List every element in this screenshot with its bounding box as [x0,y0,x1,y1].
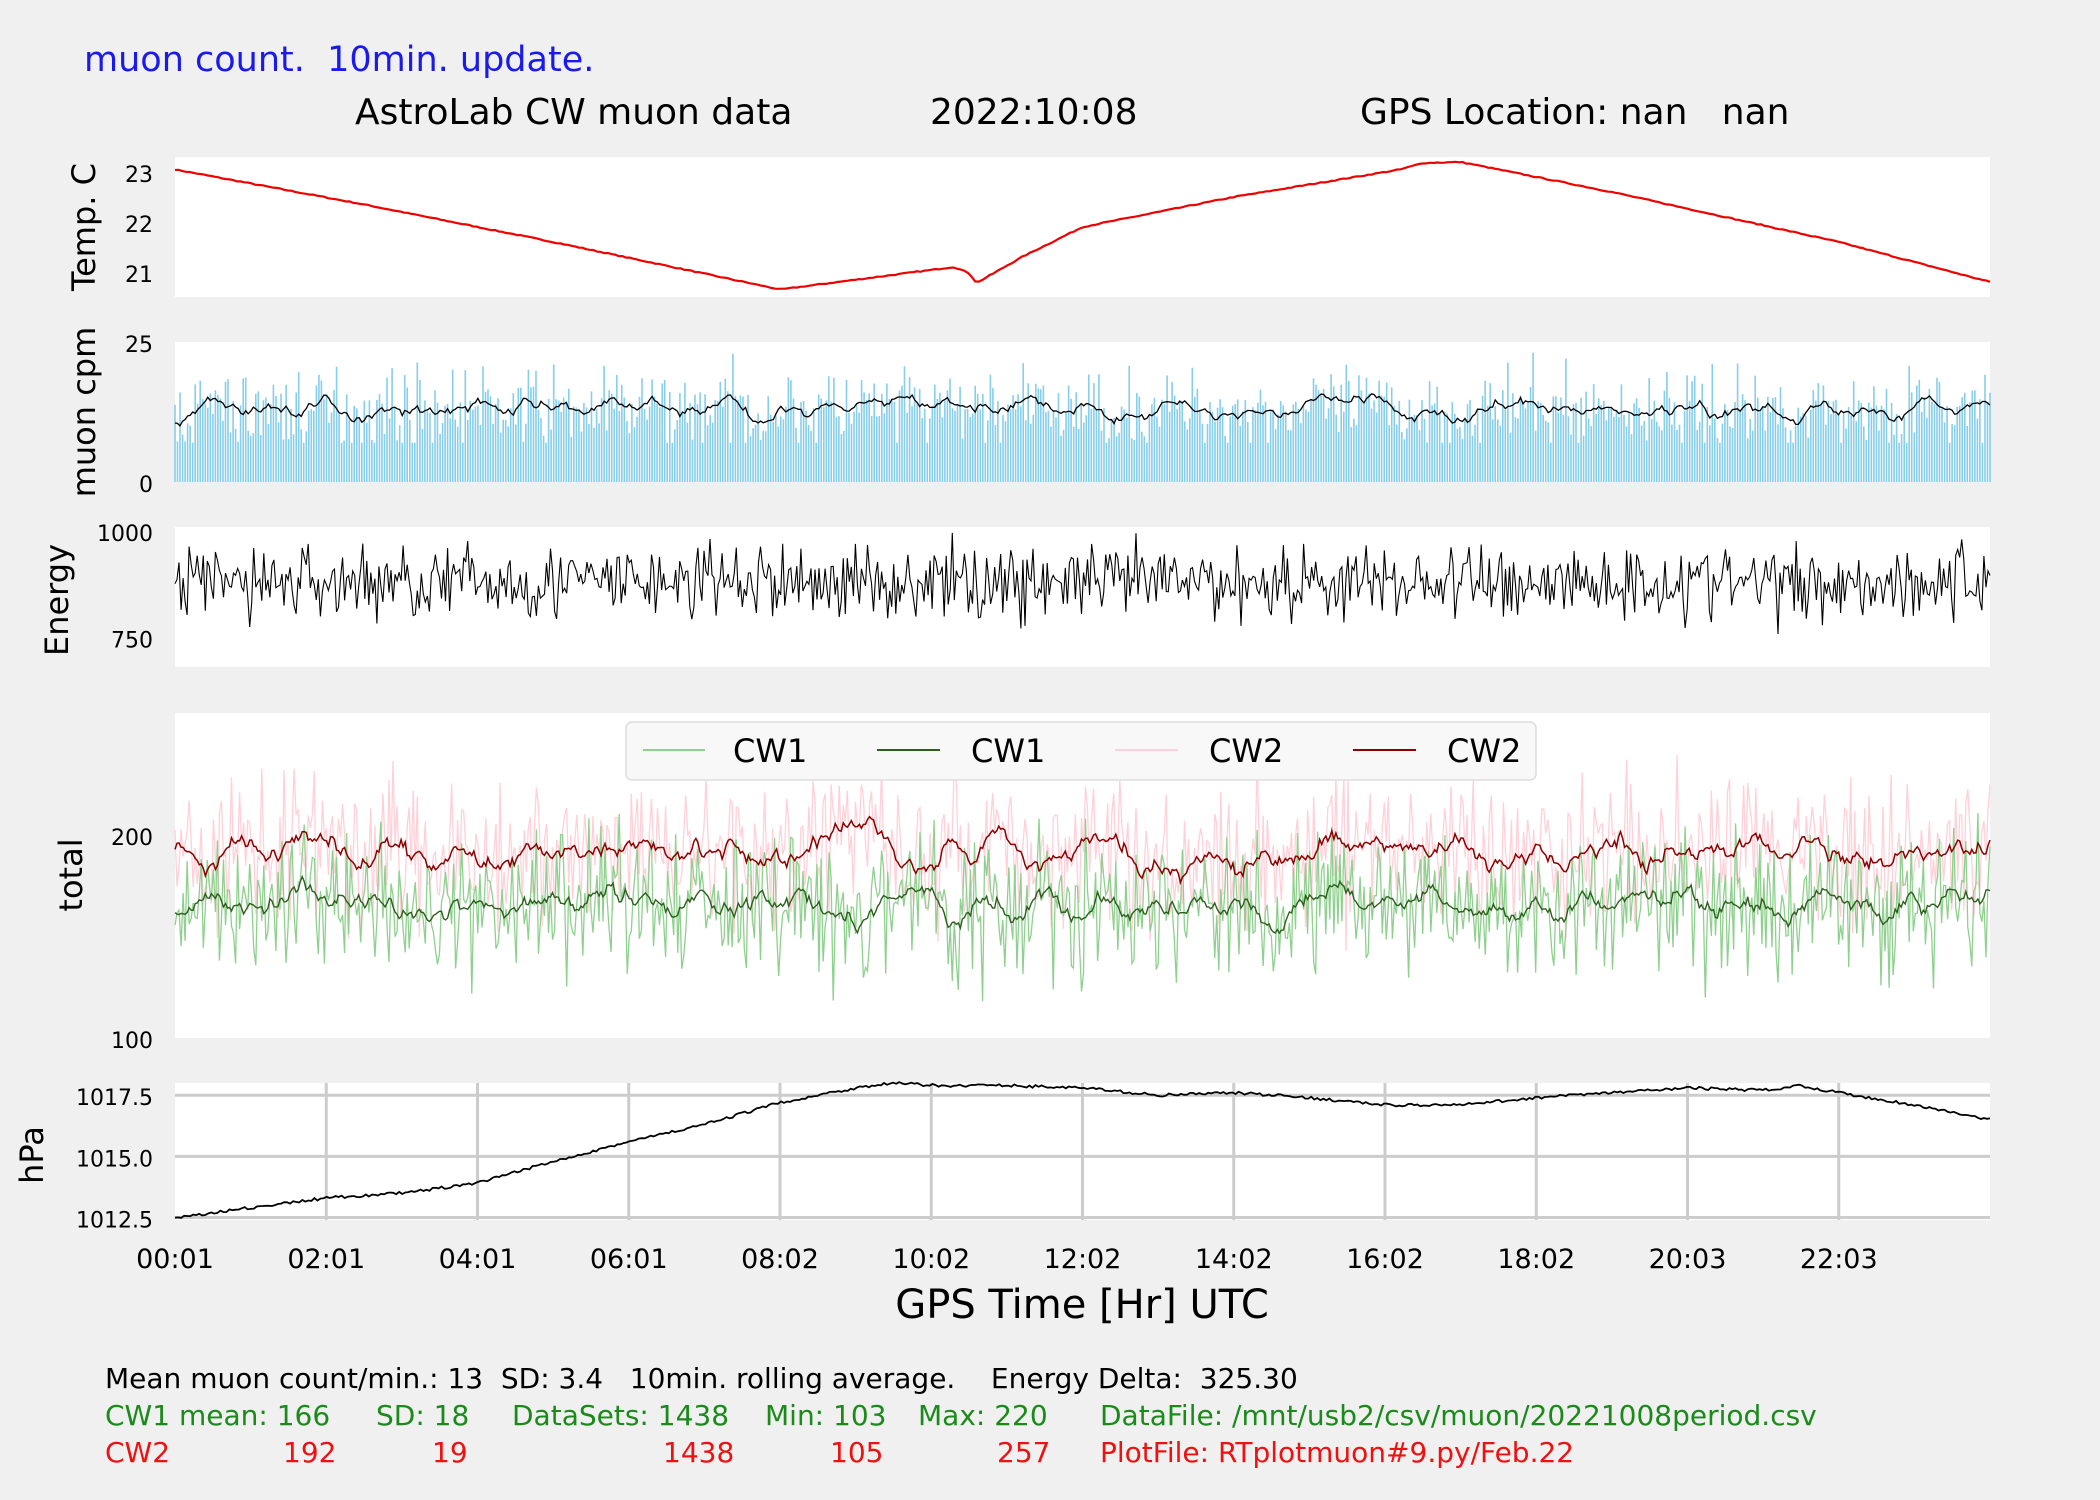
footer-cw1-mean: CW1 mean: 166 [105,1399,331,1432]
footer-datafile: DataFile: /mnt/usb2/csv/muon/20221008per… [1100,1399,1817,1432]
pressure-ytick-1017.5: 1017.5 [76,1086,153,1111]
xtick-22:03: 22:03 [1800,1244,1878,1275]
xtick-18:02: 18:02 [1497,1244,1575,1275]
xlabel: GPS Time [Hr] UTC [895,1282,1269,1328]
chart-title: AstroLab CW muon data [355,92,793,133]
ylabel-total: total [52,838,90,911]
xtick-10:02: 10:02 [892,1244,970,1275]
temp-ytick-21: 21 [125,263,153,288]
footer-plotfile: PlotFile: RTplotmuon#9.py/Feb.22 [1100,1436,1575,1469]
pressure-ytick-1015.0: 1015.0 [76,1147,153,1172]
xtick-04:01: 04:01 [439,1244,517,1275]
footer-cw1-datasets: DataSets: 1438 [512,1399,730,1432]
cw2-raw-line [174,755,1991,951]
temp-line [174,160,1991,290]
pressure-ytick-1012.5: 1012.5 [76,1209,153,1234]
ylabel-energy: Energy [38,544,76,656]
energy-ytick-1000: 1000 [97,522,153,547]
xtick-02:01: 02:01 [287,1244,365,1275]
xtick-06:01: 06:01 [590,1244,668,1275]
cw2-avg-line [174,815,1991,886]
xtick-16:02: 16:02 [1346,1244,1424,1275]
gps-location: GPS Location: nan nan [1360,92,1790,133]
muon-rolling-line [174,393,1991,427]
total-ytick-200: 200 [111,826,153,851]
update-label: muon count. 10min. update. [84,40,595,80]
xtick-20:03: 20:03 [1649,1244,1727,1275]
footer-summary: Mean muon count/min.: 13 SD: 3.4 10min. … [105,1362,1298,1395]
legend-label-cw1-raw: CW1 [733,732,807,770]
footer-cw2-sd: 19 [432,1436,468,1469]
temp-ytick-23: 23 [125,163,153,188]
footer-cw2-mean: 192 [283,1436,337,1469]
footer-cw1-max: Max: 220 [918,1399,1048,1432]
legend-label-cw1-avg: CW1 [971,732,1045,770]
xtick-00:01: 00:01 [136,1244,214,1275]
chart-date: 2022:10:08 [930,92,1138,133]
footer-cw1-sd: SD: 18 [376,1399,470,1432]
pressure-line [174,1081,1991,1219]
xtick-14:02: 14:02 [1195,1244,1273,1275]
muon-ytick-25: 25 [125,333,153,358]
footer-cw2-min: 105 [830,1436,884,1469]
energy-line [174,532,1991,635]
cw1-avg-line [174,874,1991,935]
ylabel-muon: muon cpm [65,327,103,498]
cw1-raw-line [174,812,1991,1002]
muon-bars [174,352,1991,482]
total-legend: CW1 CW1 CW2 CW2 [625,721,1537,781]
footer-cw2-max: 257 [997,1436,1051,1469]
temp-ytick-22: 22 [125,213,153,238]
legend-label-cw2-raw: CW2 [1209,732,1283,770]
energy-ytick-750: 750 [111,628,153,653]
xtick-12:02: 12:02 [1044,1244,1122,1275]
footer-cw2-datasets: 1438 [663,1436,735,1469]
ylabel-temp: Temp. C [65,163,103,292]
xtick-08:02: 08:02 [741,1244,819,1275]
footer-cw1-min: Min: 103 [765,1399,887,1432]
footer-cw2-label: CW2 [105,1436,171,1469]
ylabel-pressure: hPa [13,1126,51,1184]
total-ytick-100: 100 [111,1029,153,1054]
muon-ytick-0: 0 [139,473,153,498]
legend-label-cw2-avg: CW2 [1447,732,1521,770]
